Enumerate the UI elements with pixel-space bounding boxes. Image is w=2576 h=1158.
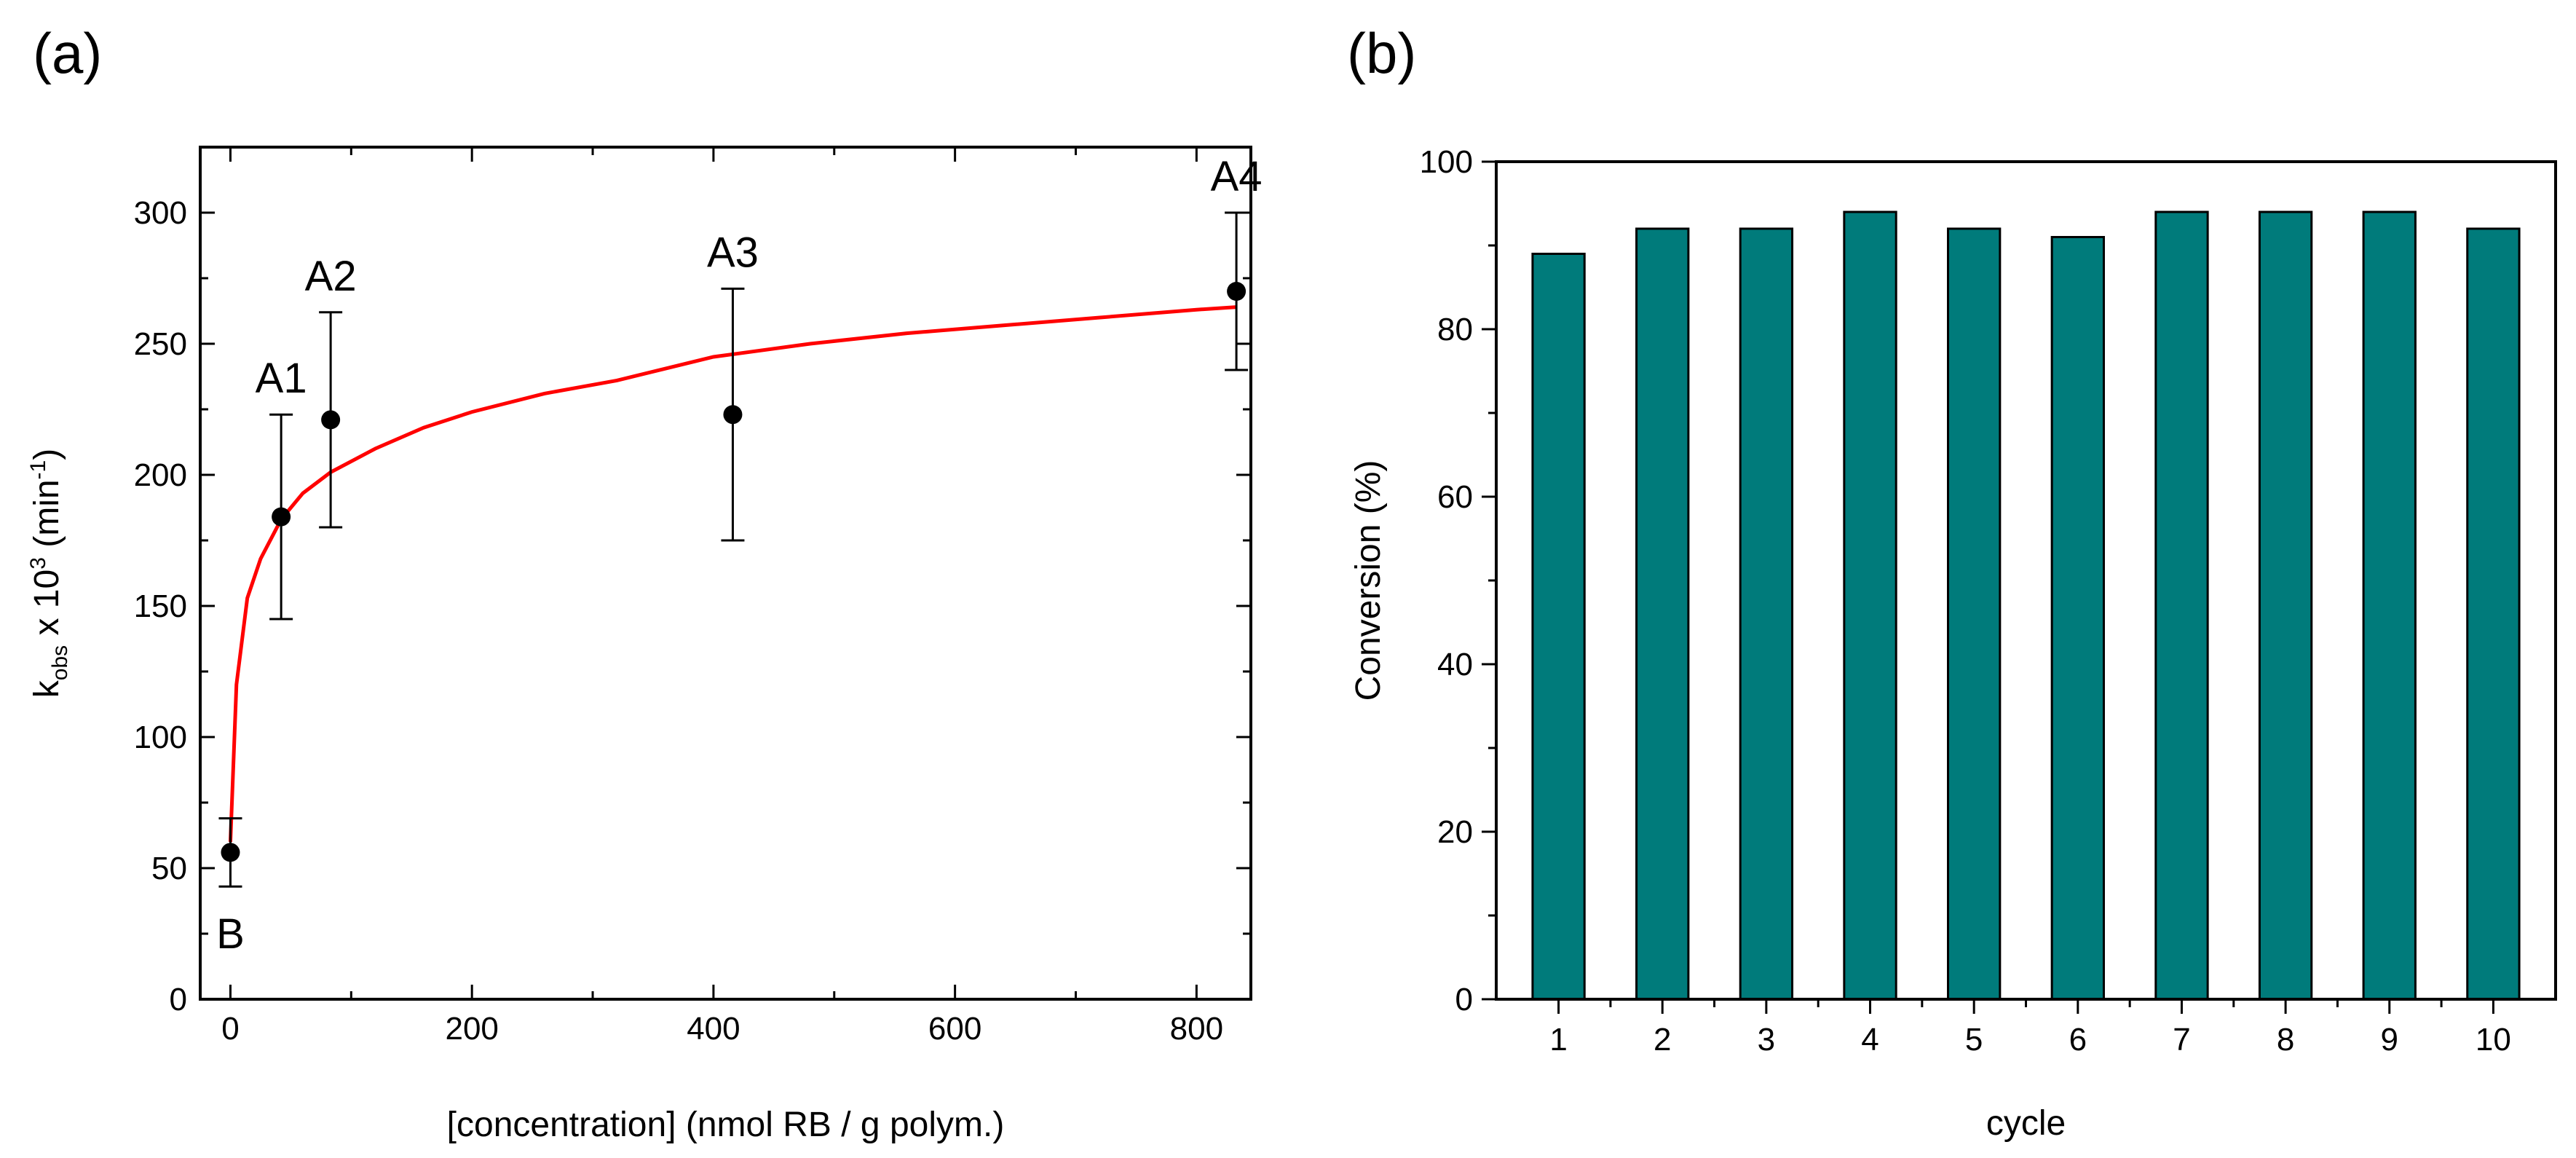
y-tick-label: 60 <box>1437 479 1473 515</box>
x-tick-label: 600 <box>928 1011 981 1047</box>
x-tick-label: 9 <box>2381 1022 2398 1057</box>
point-label: B <box>216 910 245 958</box>
y-tick-label: 100 <box>134 720 187 755</box>
x-tick-label: 7 <box>2173 1022 2190 1057</box>
y-axis-label-sup: 3 <box>26 557 50 570</box>
x-axis-label: [concentration] (nmol RB / g polym.) <box>447 1106 1005 1144</box>
bars <box>1531 210 2521 1001</box>
y-tick-label: 0 <box>1455 982 1473 1017</box>
y-tick-label: 50 <box>151 851 187 886</box>
data-point <box>221 843 240 862</box>
y-axis-label-sub: obs <box>48 645 72 680</box>
x-tick-label: 800 <box>1170 1011 1223 1047</box>
bar <box>2466 227 2521 1001</box>
bar <box>1739 227 1794 1001</box>
bar <box>1635 227 1690 1001</box>
point-label: A3 <box>707 229 759 276</box>
bar <box>2050 236 2105 1001</box>
y-tick-label: 250 <box>134 326 187 362</box>
scatter-axes: 0 50 100 150 200 250 300 0 200 400 600 800 <box>134 146 1252 1047</box>
y-axis-label-main: k <box>28 680 66 698</box>
y-tick-label: 150 <box>134 588 187 624</box>
x-tick-label: 0 <box>221 1011 239 1047</box>
y-tick-label: 100 <box>1420 144 1473 180</box>
scatter-chart: 0 50 100 150 200 250 300 0 200 400 600 800 B A1 A2 A3 A… <box>26 146 1263 1144</box>
x-tick-label: 400 <box>687 1011 740 1047</box>
data-point <box>723 405 743 425</box>
point-label: A2 <box>305 253 357 300</box>
y-axis-label-unit: (min <box>28 479 66 557</box>
x-tick-label: 5 <box>1965 1022 1983 1057</box>
x-tick-label: 6 <box>2069 1022 2087 1057</box>
data-point <box>272 507 291 527</box>
plot-frame <box>199 146 1252 1001</box>
bar <box>2154 210 2209 1001</box>
x-tick-label: 1 <box>1549 1022 1567 1057</box>
y-tick-label: 0 <box>170 982 187 1017</box>
x-tick-label: 4 <box>1861 1022 1878 1057</box>
data-point <box>1227 282 1246 301</box>
fit-curve <box>228 305 1237 843</box>
bar-chart: 0 20 40 60 80 100 1 2 3 4 5 6 7 8 9 10 cycle Conversion… <box>1349 144 2557 1143</box>
bar <box>1947 227 2002 1001</box>
x-tick-label: 8 <box>2277 1022 2294 1057</box>
y-tick-label: 40 <box>1437 647 1473 682</box>
y-axis-label-mid: x 10 <box>28 570 66 645</box>
y-axis-label: Conversion (%) <box>1349 460 1388 701</box>
fit-curve-group <box>228 305 1237 843</box>
y-tick-label: 300 <box>134 195 187 231</box>
y-tick-label: 80 <box>1437 312 1473 347</box>
point-label: A4 <box>1211 153 1263 200</box>
y-tick-label: 200 <box>134 457 187 493</box>
x-tick-label: 10 <box>2476 1022 2511 1057</box>
point-label: A1 <box>256 355 307 402</box>
data-points: B A1 A2 A3 A4 <box>216 153 1262 958</box>
y-axis-label-unit-sup: -1 <box>26 460 50 480</box>
bar <box>2258 210 2313 1001</box>
x-tick-label: 200 <box>445 1011 498 1047</box>
bar <box>1531 253 1586 1001</box>
bar <box>2362 210 2417 1001</box>
x-tick-label: 2 <box>1654 1022 1671 1057</box>
x-axis-label: cycle <box>1986 1104 2066 1143</box>
y-axis-label-close: ) <box>28 449 66 460</box>
data-point <box>321 410 341 430</box>
bar <box>1843 210 1897 1001</box>
y-tick-label: 20 <box>1437 814 1473 850</box>
panel-label-b: (b) <box>1347 21 1416 85</box>
x-tick-label: 3 <box>1758 1022 1775 1057</box>
bar-axes: 0 20 40 60 80 100 1 2 3 4 5 6 7 8 9 10 <box>1420 144 2557 1057</box>
y-axis-label: kobs x 103 (min-1) <box>26 449 72 698</box>
panel-label-a: (a) <box>33 21 102 85</box>
